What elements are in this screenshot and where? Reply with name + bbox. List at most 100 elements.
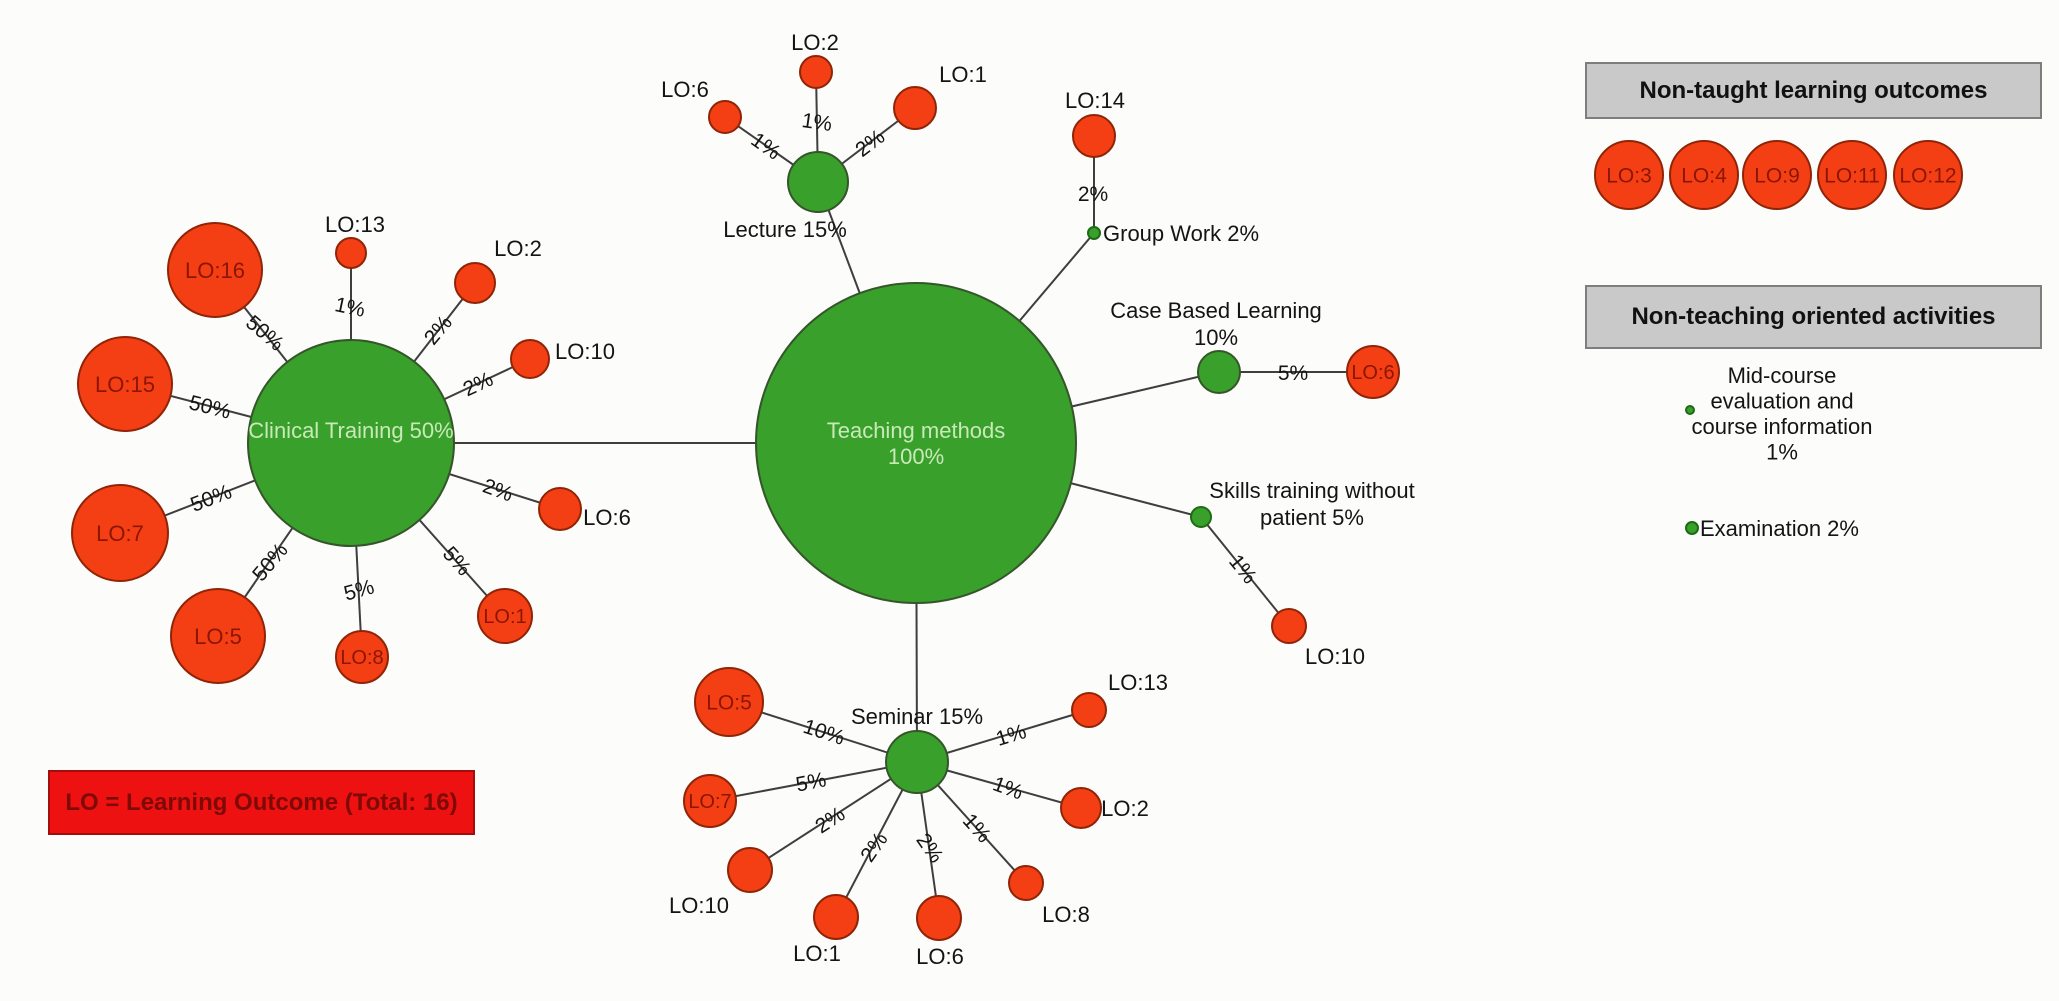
node-lo5-clinical-label: LO:5 xyxy=(194,624,242,649)
edge-skills-sk10 xyxy=(1200,516,1290,627)
node-teaching-methods-label: Teaching methods xyxy=(827,418,1006,443)
legend-node-lo12 xyxy=(1893,140,1963,210)
node-lo13-clinical xyxy=(335,237,367,269)
legend-note-box: LO = Learning Outcome (Total: 16) xyxy=(48,770,475,835)
label-case-based-learning: 10% xyxy=(1194,325,1238,350)
node-skills-training xyxy=(1190,506,1212,528)
node-lo10-skills xyxy=(1271,608,1307,644)
node-lo5-seminar xyxy=(694,667,764,737)
node-lo5-clinical xyxy=(170,588,266,684)
legend-node-lo11-label: LO:11 xyxy=(1824,165,1880,188)
node-lo5-seminar-label: LO:5 xyxy=(706,692,752,715)
node-lo13-seminar xyxy=(1071,692,1107,728)
node-lo1-clinical-label: LO:1 xyxy=(483,606,526,628)
edge-label-seminar-se1: 2% xyxy=(856,828,892,866)
label-lo1-lecture: LO:1 xyxy=(939,62,987,87)
node-teaching-methods-label: 100% xyxy=(888,444,944,469)
label-lo6-lecture: LO:6 xyxy=(661,77,709,102)
node-clinical-training xyxy=(247,339,455,547)
label-examination: Examination 2% xyxy=(1700,516,1859,541)
label-lo2-clinical: LO:2 xyxy=(494,236,542,261)
edge-label-lecture-l2: 1% xyxy=(800,109,833,136)
edge-label-clinical-c7: 50% xyxy=(187,480,234,517)
edge-label-clinical-c5: 50% xyxy=(248,539,293,586)
node-lo2-lecture xyxy=(799,55,833,89)
legend-node-lo9 xyxy=(1742,140,1812,210)
label-mid-course: course information xyxy=(1692,414,1873,439)
legend-node-lo4 xyxy=(1669,140,1739,210)
node-teaching-methods xyxy=(755,282,1077,604)
edge-label-seminar-se10: 2% xyxy=(811,803,849,839)
edge-seminar-se10 xyxy=(749,761,918,871)
panel-non-teaching-title: Non-teaching oriented activities xyxy=(1631,303,1996,330)
node-lo6-clinical xyxy=(538,487,582,531)
panel-non-taught-title: Non-taught learning outcomes xyxy=(1639,76,1988,104)
label-skills-training: patient 5% xyxy=(1260,505,1364,530)
node-lo7-clinical xyxy=(71,484,169,582)
node-lo1-seminar xyxy=(813,894,859,940)
edge-label-seminar-se2: 1% xyxy=(990,772,1026,804)
node-seminar xyxy=(885,730,949,794)
label-lo2-seminar: LO:2 xyxy=(1101,796,1149,821)
label-lo14: LO:14 xyxy=(1065,88,1125,113)
edge-label-l14-gw: 2% xyxy=(1078,183,1108,206)
edge-label-clinical-c10: 2% xyxy=(460,368,497,402)
edge-label-clinical-c8: 5% xyxy=(341,575,376,605)
label-seminar: Seminar 15% xyxy=(851,704,983,729)
label-mid-course: 1% xyxy=(1766,440,1798,465)
label-lo6-clinical: LO:6 xyxy=(583,505,631,530)
mid-course-dot xyxy=(1685,405,1695,415)
node-lo15-clinical xyxy=(77,336,173,432)
node-lo1-clinical xyxy=(477,588,533,644)
node-lo8-seminar xyxy=(1008,865,1044,901)
node-lo6-cbl-label: LO:6 xyxy=(1351,362,1394,384)
label-lo6-seminar: LO:6 xyxy=(916,944,964,969)
edge-label-clinical-c15: 50% xyxy=(187,391,233,423)
edge-label-seminar-se6: 2% xyxy=(911,829,947,867)
node-lecture xyxy=(787,151,849,213)
node-lo6-lecture xyxy=(708,100,742,134)
label-lo10-clinical: LO:10 xyxy=(555,339,615,364)
edge-label-clinical-c6: 2% xyxy=(480,474,516,506)
label-lo13-clinical: LO:13 xyxy=(325,212,385,237)
node-lo8-clinical xyxy=(335,630,389,684)
node-lo10-clinical xyxy=(510,339,550,379)
node-lo16-clinical-label: LO:16 xyxy=(185,258,245,283)
edge-label-cbl-cbl6: 5% xyxy=(1278,362,1308,385)
label-mid-course: Mid-course xyxy=(1728,363,1837,388)
label-skills-training: Skills training without xyxy=(1209,478,1414,503)
edge-label-lecture-l6: 1% xyxy=(747,128,785,164)
edge-label-seminar-s5: 10% xyxy=(800,715,847,750)
node-lo15-clinical-label: LO:15 xyxy=(95,372,155,397)
edge-label-clinical-c2: 2% xyxy=(420,311,457,349)
edge-label-lecture-l1: 2% xyxy=(851,125,889,162)
label-lo10-skills: LO:10 xyxy=(1305,644,1365,669)
node-lo2-seminar xyxy=(1060,787,1102,829)
edge-label-clinical-c13: 1% xyxy=(333,293,367,322)
legend-node-lo11 xyxy=(1817,140,1887,210)
edge-seminar-s7 xyxy=(709,761,918,802)
node-lo1-lecture xyxy=(893,86,937,130)
label-mid-course: evaluation and xyxy=(1710,389,1853,414)
node-group-work xyxy=(1087,226,1101,240)
node-lo8-clinical-label: LO:8 xyxy=(340,647,383,669)
label-group-work: Group Work 2% xyxy=(1103,221,1259,246)
panel-non-teaching-oriented-activities: Non-teaching oriented activities xyxy=(1585,285,2042,349)
node-lo7-clinical-label: LO:7 xyxy=(96,521,144,546)
edge-label-seminar-s7: 5% xyxy=(794,768,828,796)
label-case-based-learning: Case Based Learning xyxy=(1110,298,1322,323)
node-lo7-seminar-label: LO:7 xyxy=(688,791,731,813)
node-lo2-clinical xyxy=(454,262,496,304)
edge-label-seminar-se13: 1% xyxy=(993,720,1029,751)
legend-node-lo9-label: LO:9 xyxy=(1754,165,1800,188)
node-lo16-clinical xyxy=(167,222,263,318)
node-case-based-learning xyxy=(1197,350,1241,394)
legend-node-lo12-label: LO:12 xyxy=(1899,165,1956,188)
edge-label-skills-sk10: 1% xyxy=(1224,550,1261,588)
label-lo13-seminar: LO:13 xyxy=(1108,670,1168,695)
panel-non-taught-learning-outcomes: Non-taught learning outcomes xyxy=(1585,62,2042,119)
node-lo6-cbl xyxy=(1346,345,1400,399)
legend-note-text: LO = Learning Outcome (Total: 16) xyxy=(65,788,458,816)
